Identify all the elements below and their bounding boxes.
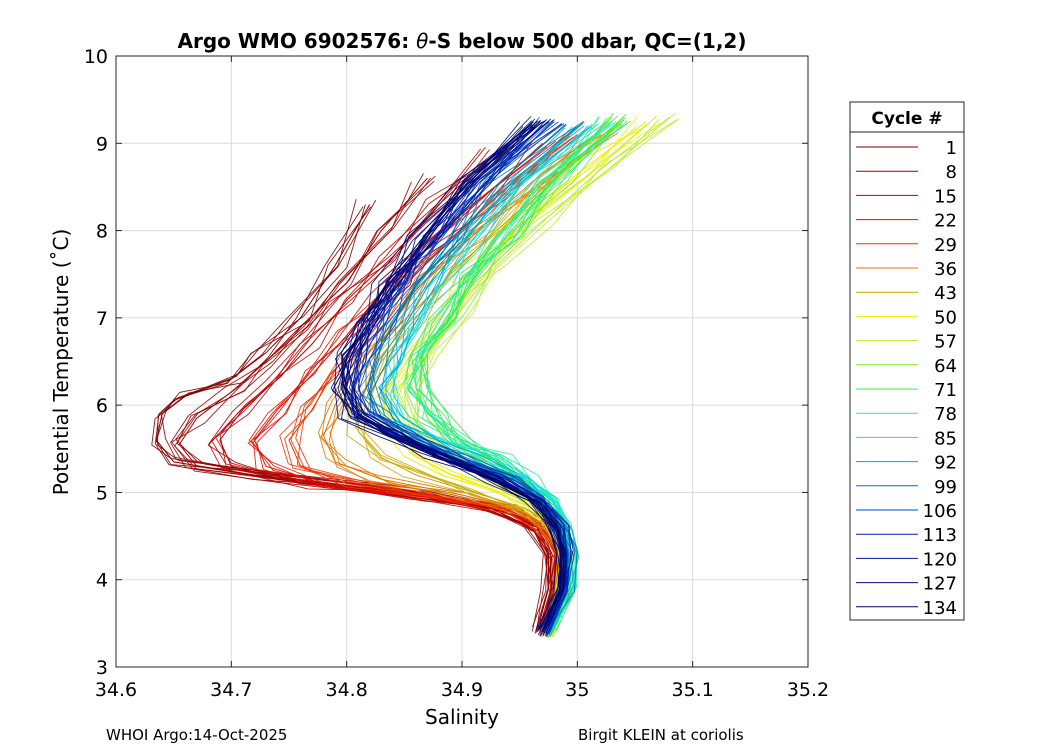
legend-label: 8 [946,162,957,183]
series-line-29-neighbor [279,137,567,637]
y-tick-label: 8 [96,221,108,243]
legend-title: Cycle # [871,109,942,129]
y-tick-label: 3 [96,657,108,679]
legend-label: 78 [934,404,957,425]
legend-label: 57 [934,332,957,353]
series-line-134-neighbor [334,119,560,631]
footer-right: Birgit KLEIN at coriolis [578,726,744,744]
series-line-1-neighbor [151,206,553,629]
x-tick-label: 35.2 [787,679,829,701]
series-line-15-neighbor [211,148,558,635]
y-tick-label: 10 [84,46,108,68]
footer-left: WHOI Argo:14-Oct-2025 [106,726,288,744]
y-axis-label: Potential Temperature (˚C) [49,229,73,496]
legend-label: 120 [923,549,957,570]
x-tick-label: 35.1 [672,679,714,701]
chart-title: Argo WMO 6902576: θ-S below 500 dbar, QC… [178,29,747,53]
y-tick-label: 7 [96,308,108,330]
legend-label: 1 [946,138,957,159]
legend-label: 22 [934,211,957,232]
series-lines [151,112,680,638]
y-tick-label: 9 [96,133,108,155]
legend-label: 43 [934,283,957,304]
legend-box [849,101,965,621]
series-line-78-neighbor [408,116,600,633]
x-tick-label: 34.6 [95,679,137,701]
axis-ticks: 34.6 34.7 34.8 34.9 35 35.1 35.2 3 4 5 6 7 8 9 10 [84,46,829,701]
y-tick-label: 4 [96,570,108,592]
series-line-134-neighbor [353,123,567,635]
x-axis-label: Salinity [425,705,499,729]
legend-label: 36 [934,259,957,280]
legend-label: 92 [934,453,957,474]
legend-label: 127 [923,574,957,595]
x-tick-label: 34.8 [326,679,368,701]
legend-label: 64 [934,356,957,377]
series-line-134-neighbor [331,123,565,630]
series-line-1-neighbor [154,206,544,632]
legend-label: 85 [934,428,957,449]
legend-label: 106 [923,501,957,522]
series-line-127-neighbor [344,122,564,630]
y-tick-label: 6 [96,395,108,417]
x-tick-label: 34.7 [210,679,252,701]
series-line-134-neighbor [334,121,557,631]
legend-entries: 1 8 15 22 29 36 43 50 57 64 71 78 85 92 99 106 113 120 127… [856,138,957,619]
series-line-134-neighbor [342,121,561,628]
series-line-85-neighbor [384,122,607,635]
series-line-8-neighbor [171,173,552,635]
series-line-15-neighbor [208,149,554,636]
x-tick-label: 35 [565,679,589,701]
legend-label: 15 [934,186,957,207]
legend-label: 50 [934,307,957,328]
series-line-99-neighbor [362,120,585,637]
legend: Cycle # 18152229364350576471788592991061… [849,101,965,621]
legend-label: 113 [923,525,957,546]
legend-label: 99 [934,477,957,498]
y-tick-label: 5 [96,482,108,504]
x-tick-label: 34.9 [441,679,483,701]
legend-label: 71 [934,380,957,401]
series-line-92-neighbor [378,125,593,628]
legend-label: 29 [934,235,957,256]
legend-label: 134 [923,598,957,619]
